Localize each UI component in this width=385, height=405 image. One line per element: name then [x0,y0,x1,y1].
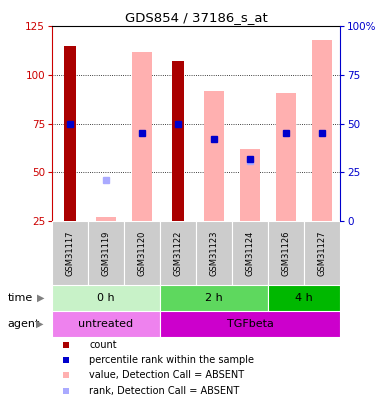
Text: agent: agent [8,319,40,329]
Bar [268,285,340,311]
Bar [232,221,268,285]
Bar [276,93,296,221]
Bar [64,46,76,221]
Bar [132,52,152,221]
Text: percentile rank within the sample: percentile rank within the sample [89,355,254,365]
Text: GSM31124: GSM31124 [246,230,254,276]
Bar [52,285,160,311]
Title: GDS854 / 37186_s_at: GDS854 / 37186_s_at [125,11,267,24]
Text: time: time [8,293,33,303]
Text: GSM31123: GSM31123 [209,230,218,276]
Bar [160,285,268,311]
Text: GSM31127: GSM31127 [318,230,326,276]
Bar [240,149,260,221]
Bar [312,40,332,221]
Text: 2 h: 2 h [205,293,223,303]
Text: ▶: ▶ [37,293,44,303]
Bar [52,221,88,285]
Text: count: count [89,340,117,350]
Text: value, Detection Call = ABSENT: value, Detection Call = ABSENT [89,371,244,380]
Text: TGFbeta: TGFbeta [226,319,273,329]
Text: GSM31126: GSM31126 [281,230,290,276]
Text: GSM31119: GSM31119 [102,230,110,276]
Text: ▶: ▶ [36,319,43,329]
Text: GSM31120: GSM31120 [137,230,146,276]
Bar [268,221,304,285]
Bar [160,311,340,337]
Text: rank, Detection Call = ABSENT: rank, Detection Call = ABSENT [89,386,239,396]
Bar [304,221,340,285]
Text: GSM31122: GSM31122 [174,230,182,276]
Text: GSM31117: GSM31117 [65,230,74,276]
Bar [160,221,196,285]
Text: untreated: untreated [79,319,134,329]
Bar [204,91,224,221]
Bar [172,62,184,221]
Bar [196,221,232,285]
Bar [88,221,124,285]
Text: 0 h: 0 h [97,293,115,303]
Bar [96,217,116,221]
Text: 4 h: 4 h [295,293,313,303]
Bar [124,221,160,285]
Bar [52,311,160,337]
